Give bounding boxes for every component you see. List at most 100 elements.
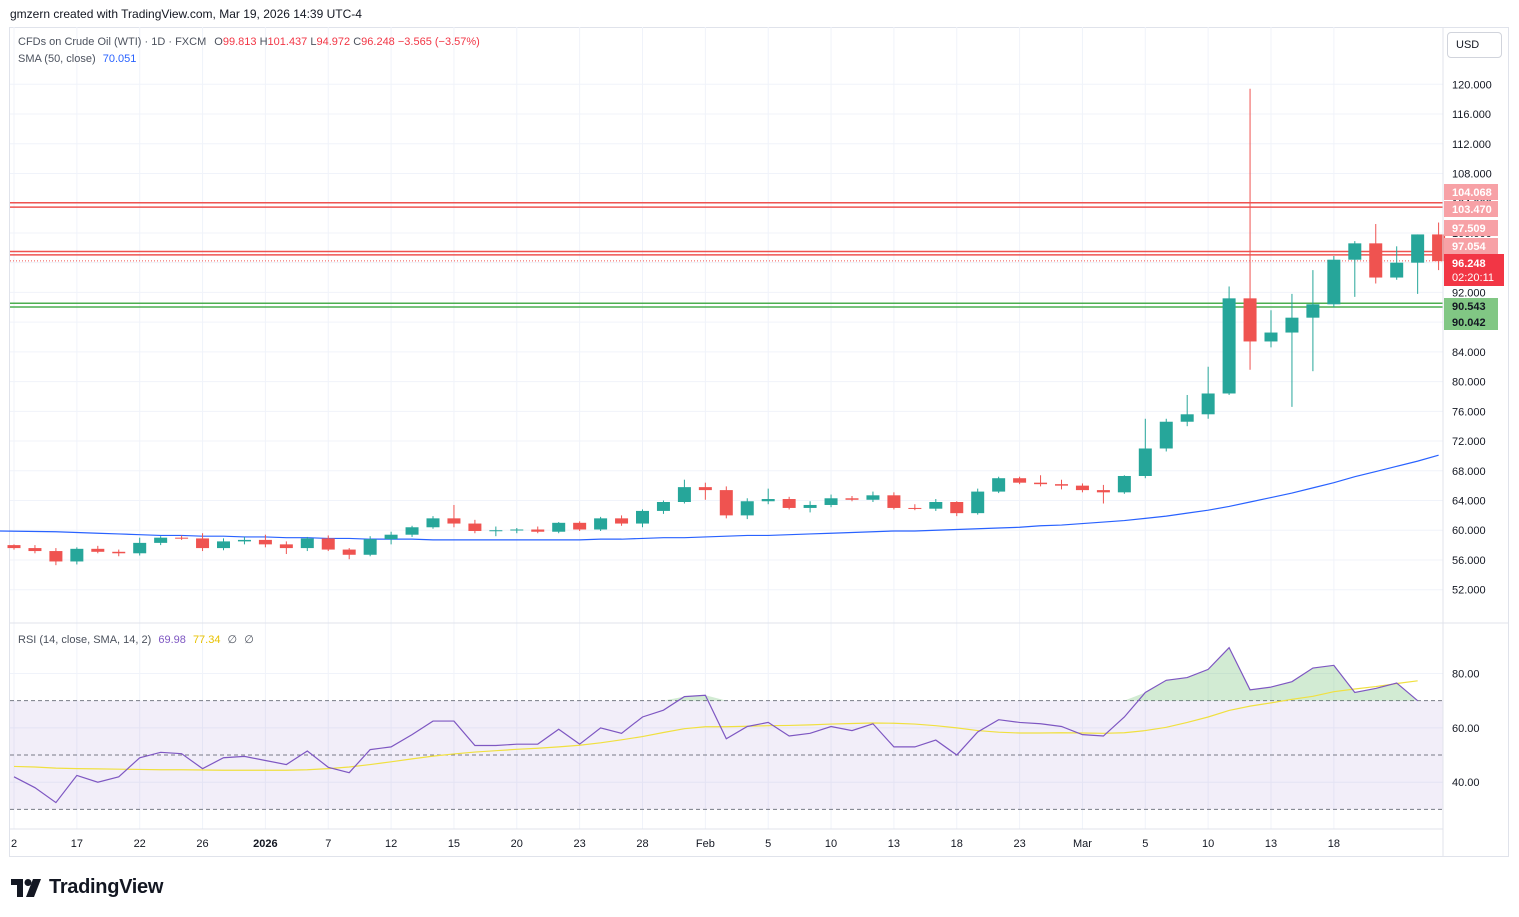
candle-body [573,522,587,530]
tradingview-logo[interactable]: TradingView [11,876,163,899]
candle-body [112,551,126,554]
sma-value: 70.051 [102,53,137,65]
high-label: H [259,36,268,48]
candle-body [91,548,105,552]
candle-body [405,527,419,535]
candle-body [1159,421,1173,449]
brand-name: TradingView [49,876,164,898]
candle-body [615,518,629,524]
candle-body [1096,490,1110,493]
candle-body [447,518,461,524]
candle-body [1243,298,1257,342]
rsi-legend[interactable]: RSI (14, close, SMA, 14, 2) 69.98 77.34 … [18,633,254,646]
candle-body [70,548,84,562]
candle-body [1117,475,1131,493]
candle-body [1180,414,1194,422]
price-tick-label: 52.000 [1452,585,1486,597]
candle-body [782,499,796,508]
candle-body [237,539,251,542]
candle-body [1055,484,1068,486]
candle-body [866,495,880,500]
price-tick-label: 56.000 [1452,555,1486,567]
price-tick-label: 120.000 [1452,79,1492,91]
candle-body [510,529,524,531]
candle-body [845,498,859,500]
candle-body [656,502,670,511]
time-tick-label: 2026 [253,838,277,850]
candle-body [49,551,63,562]
candles [7,88,1446,566]
candle-body [175,537,189,539]
time-tick-label: 5 [765,838,771,850]
candle-body [908,507,922,509]
candle-body [1432,234,1446,262]
time-tick-label: 7 [325,838,331,850]
time-tick-label: 12 [385,838,397,850]
level-price-label: 90.543 [1452,301,1486,313]
candle-body [1327,259,1341,305]
candle-body [552,522,566,532]
grid-lines [10,27,1443,829]
candle-body [761,499,775,502]
time-tick-label: 13 [888,838,900,850]
rsi-tick-label: 40.00 [1452,777,1480,789]
price-labels: 104.068 103.470 97.509 97.054 90.543 90.042 96… [1444,184,1504,330]
time-tick-label: 26 [196,838,208,850]
price-tick-label: 80.000 [1452,377,1486,389]
price-tick-label: 64.000 [1452,496,1486,508]
level-price-label: 104.068 [1452,187,1492,199]
candle-body [342,549,356,555]
time-tick-label: 18 [951,838,963,850]
change-value: −3.565 (−3.57%) [397,36,480,48]
time-tick-label: 17 [71,838,83,850]
candle-body [1390,262,1404,278]
high-value: 101.437 [267,36,308,48]
candle-body [887,495,901,508]
candle-body [824,498,838,505]
time-tick-label: 18 [1328,838,1340,850]
time-tick-label: 13 [1265,838,1277,850]
tradingview-logo-icon [11,878,41,897]
axes: 52.000 56.000 60.000 64.000 68.000 72.000 76.0… [9,27,1509,857]
candle-body [740,501,754,516]
sma-line [0,454,1439,541]
last-price-tag [1444,254,1504,286]
candle-body [992,478,1006,492]
candle-body [1411,234,1425,263]
sma-legend[interactable]: SMA (50, close) 70.051 [18,53,136,65]
candle-body [217,541,230,549]
time-tick-label: 15 [448,838,460,850]
candle-body [133,542,147,554]
countdown-label: 02:20:11 [1452,272,1494,284]
rsi-label: RSI (14, close, SMA, 14, 2) [18,634,152,646]
horizontal-levels [10,201,1443,308]
price-tick-label: 68.000 [1452,466,1486,478]
candle-body [677,487,691,502]
candle-body [258,539,272,545]
candle-body [363,539,377,555]
candle-body [1369,243,1383,278]
rsi-ma-line [13,680,1418,771]
main-series-legend[interactable]: CFDs on Crude Oil (WTI) · 1D · FXCM O99.… [18,36,480,48]
rsi-line [13,646,1419,804]
candle-body [384,534,398,540]
candle-body [636,510,649,524]
price-tick-label: 60.000 [1452,525,1486,537]
candle-body [1285,317,1299,333]
sma-label: SMA (50, close) [18,53,96,65]
price-tick-label: 116.000 [1452,109,1491,121]
time-tick-label: Feb [696,838,715,850]
time-tick-label: 2 [11,838,17,850]
open-label: O [214,36,223,48]
currency-button[interactable]: USD [1447,32,1502,58]
candle-body [950,502,964,514]
level-price-label: 97.509 [1452,223,1486,235]
candle-body [1075,485,1089,491]
rsi-tick-label: 60.00 [1452,723,1480,735]
candle-body [1201,393,1215,415]
price-tick-label: 72.000 [1452,436,1486,448]
level-price-tag [1444,184,1498,200]
rsi-extra-2: ∅ [244,634,254,646]
candle-body [426,518,440,528]
